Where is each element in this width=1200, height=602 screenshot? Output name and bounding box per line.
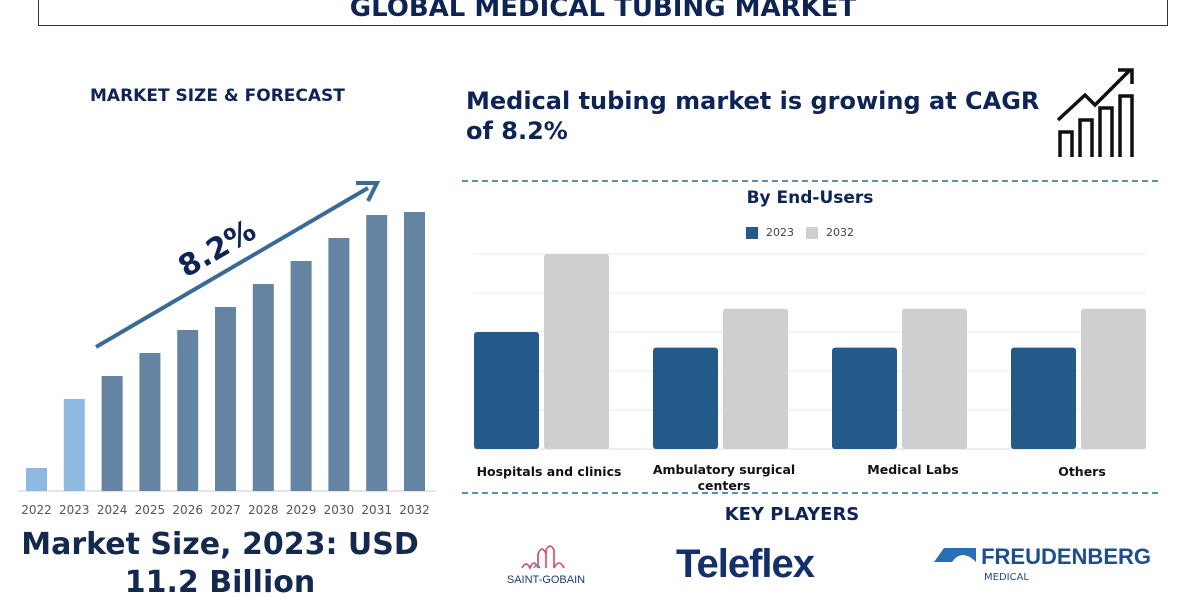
bar-2032-1: [723, 308, 788, 449]
logo-teleflex: Teleflex: [676, 542, 815, 586]
freudenberg-wave-icon: [934, 548, 976, 562]
bar-2031: [366, 215, 388, 491]
legend: 2023 2032: [746, 226, 854, 239]
bar-2030: [328, 238, 350, 491]
bar-2028: [252, 284, 274, 491]
legend-item-2032: 2032: [806, 226, 854, 239]
page-title: GLOBAL MEDICAL TUBING MARKET: [349, 0, 857, 23]
cagr-text: Medical tubing market is growing at CAGR…: [466, 87, 1040, 145]
bar-2026: [177, 330, 199, 491]
key-players-heading: KEY PLAYERS: [724, 504, 860, 525]
tick-label: 2025: [135, 503, 166, 517]
logo-freudenberg: FREUDENBERG MEDICAL: [934, 544, 1151, 583]
tick-label: 2026: [172, 503, 203, 517]
bar-2032-3: [1081, 308, 1146, 449]
tick-label: 2030: [324, 503, 355, 517]
category-label: Ambulatory surgical centers: [652, 462, 796, 493]
tick-label: 2029: [286, 503, 317, 517]
bar-2032: [404, 212, 425, 491]
tick-label: 2024: [97, 503, 128, 517]
tick-label: 2027: [210, 503, 241, 517]
divider-bottom: [462, 492, 1158, 494]
bar-2024: [101, 376, 123, 491]
bar-2023-2: [832, 347, 897, 449]
legend-item-2023: 2023: [746, 226, 794, 239]
saint-gobain-skyline-icon: [521, 545, 565, 570]
bar-2022: [26, 468, 47, 491]
bar-2032-0: [544, 254, 609, 449]
category-label: Others: [1058, 464, 1106, 479]
tick-label: 2022: [21, 503, 52, 517]
bar-2027: [215, 307, 236, 491]
category-label: Hospitals and clinics: [476, 464, 622, 479]
growth-arrow: [94, 186, 370, 349]
bar-2023: [63, 399, 85, 491]
tick-label: 2023: [59, 503, 90, 517]
tick-label: 2032: [399, 503, 430, 517]
bar-2025: [139, 353, 161, 491]
logo-saint-gobain: SAINT-GOBAIN: [494, 542, 598, 586]
bar-2029: [290, 261, 312, 491]
bar-2023-3: [1011, 347, 1076, 449]
tick-label: 2031: [361, 503, 392, 517]
bar-2023-1: [653, 347, 718, 449]
divider-top: [462, 180, 1158, 182]
bar-2023-0: [474, 332, 539, 449]
left-heading: MARKET SIZE & FORECAST: [90, 86, 345, 106]
market-size-text: Market Size, 2023: USD 11.2 Billion: [21, 527, 419, 600]
arrow-head: [356, 181, 381, 202]
bar-2032-2: [902, 308, 967, 449]
title-box: GLOBAL MEDICAL TUBING MARKET: [38, 0, 1168, 26]
tick-label: 2028: [248, 503, 279, 517]
end-users-title: By End-Users: [746, 188, 874, 208]
category-label: Medical Labs: [867, 462, 959, 477]
